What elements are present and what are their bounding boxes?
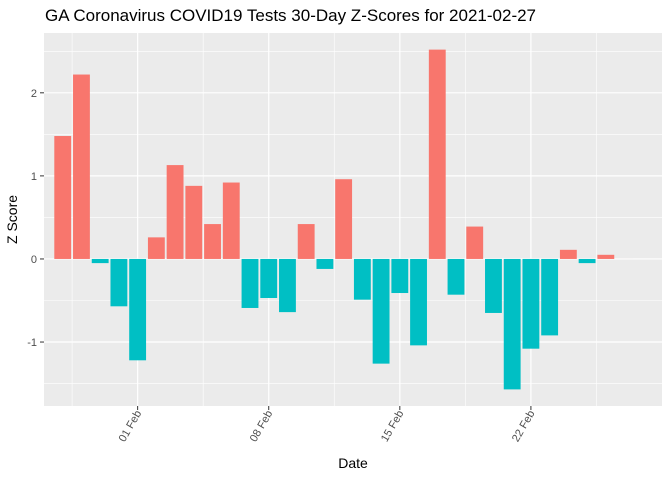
plot-panel	[44, 33, 662, 406]
bar	[316, 258, 334, 269]
bar	[335, 179, 353, 259]
x-axis: 01 Feb 08 Feb 15 Feb 22 Feb	[117, 406, 538, 444]
minor-gridlines	[44, 33, 662, 406]
bar	[204, 224, 221, 259]
y-tick-label: 2	[31, 88, 37, 100]
bar	[353, 258, 371, 300]
bar	[129, 258, 147, 361]
bar	[541, 258, 559, 336]
bar	[147, 237, 165, 259]
bar	[428, 49, 446, 259]
bar	[91, 258, 109, 264]
bars	[54, 49, 633, 390]
bar	[54, 136, 72, 259]
bar	[279, 258, 296, 313]
bar	[391, 258, 409, 294]
x-tick-label: 08 Feb	[248, 409, 276, 445]
bar	[185, 185, 203, 259]
y-tick-label: 0	[31, 254, 37, 266]
bar	[241, 258, 259, 308]
bar	[297, 224, 315, 259]
bar	[222, 182, 240, 259]
bar	[410, 258, 427, 346]
bar	[73, 74, 90, 259]
bar	[559, 249, 577, 259]
x-tick-label: 01 Feb	[117, 409, 145, 445]
y-axis-title: Z Score	[4, 195, 20, 244]
bar	[503, 258, 521, 390]
bar	[522, 258, 540, 349]
bar	[166, 165, 184, 259]
bar	[597, 254, 615, 259]
bar	[372, 258, 390, 364]
bar	[260, 258, 278, 299]
x-tick-label: 15 Feb	[379, 409, 407, 445]
bar	[466, 226, 484, 259]
bar	[110, 258, 128, 307]
y-tick-label: -1	[27, 337, 37, 349]
major-gridlines	[44, 33, 662, 406]
bar	[485, 258, 502, 313]
y-tick-label: 1	[31, 171, 37, 183]
y-axis: -1 0 1 2	[27, 88, 44, 349]
bar	[447, 258, 465, 295]
x-tick-label: 22 Feb	[510, 409, 538, 445]
x-axis-title: Date	[338, 455, 368, 471]
chart-title: GA Coronavirus COVID19 Tests 30-Day Z-Sc…	[45, 6, 537, 25]
bar	[578, 258, 596, 264]
